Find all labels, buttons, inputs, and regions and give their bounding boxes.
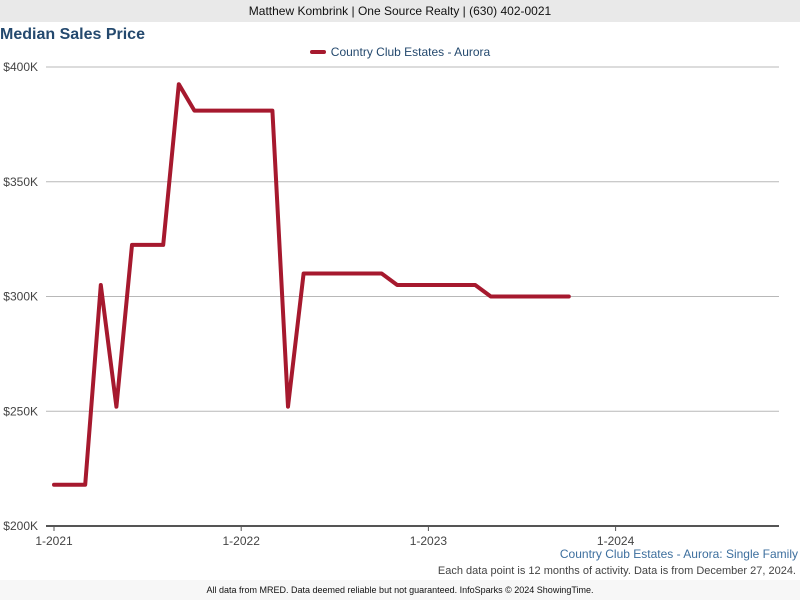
agent-line: Matthew Kombrink | One Source Realty | (…	[248, 4, 552, 18]
x-tick-label: 1-2023	[410, 534, 448, 548]
x-tick-label: 1-2022	[223, 534, 261, 548]
y-tick-label: $250K	[3, 404, 38, 418]
agent-header: Matthew Kombrink | One Source Realty | (…	[0, 0, 800, 22]
chart-subtitle: Country Club Estates - Aurora: Single Fa…	[559, 547, 798, 561]
legend-label: Country Club Estates - Aurora	[330, 45, 491, 59]
chart-title: Median Sales Price	[0, 26, 145, 43]
legend-swatch	[309, 50, 326, 54]
footer-text: All data from MRED. Data deemed reliable…	[206, 585, 594, 595]
footer: All data from MRED. Data deemed reliable…	[0, 580, 800, 600]
chart-legend: Country Club Estates - Aurora	[0, 45, 800, 59]
y-tick-label: $200K	[3, 519, 38, 533]
y-tick-label: $350K	[3, 175, 38, 189]
x-tick-label: 1-2024	[597, 534, 635, 548]
y-tick-label: $300K	[3, 290, 38, 304]
chart-note: Each data point is 12 months of activity…	[437, 565, 796, 577]
x-tick-label: 1-2021	[35, 534, 73, 548]
series-line	[52, 82, 571, 487]
y-tick-label: $400K	[3, 60, 38, 74]
